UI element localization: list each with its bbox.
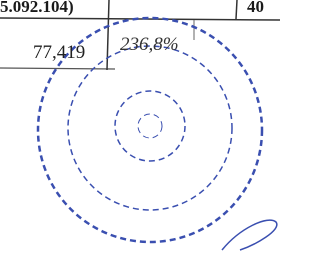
- row-border: [0, 18, 280, 20]
- page: {"table": {"rows": [["5.092.104)", "40"]…: [0, 0, 280, 253]
- table-cell: 40: [247, 0, 264, 17]
- table-cell: 77,419: [33, 42, 85, 64]
- table-cell: 236,8%: [120, 34, 179, 56]
- signature: [222, 220, 277, 250]
- row-border: [0, 68, 115, 69]
- column-border: [236, 0, 237, 19]
- table-cell: 5.092.104): [0, 0, 74, 17]
- column-border: [107, 0, 109, 70]
